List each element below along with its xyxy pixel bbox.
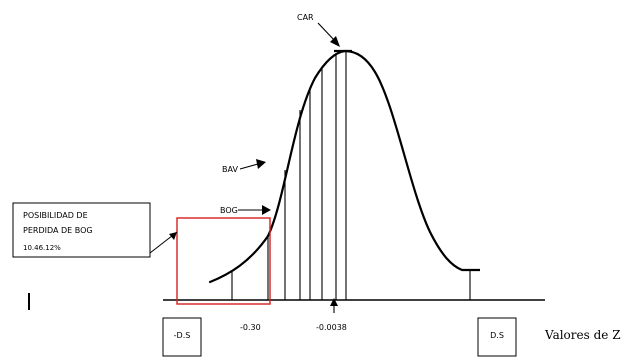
axis-title: Valores de Z — [544, 328, 621, 342]
minus-ds-box — [162, 317, 202, 357]
tick-label-minus-00038: -0.0038 — [316, 323, 347, 332]
risk-note-line-1: POSIBILIDAD DE — [23, 211, 88, 220]
ds-box — [477, 317, 517, 357]
tick-label-minus-030: -0.30 — [240, 323, 261, 332]
car-arrow-head — [330, 36, 340, 47]
risk-note-line-3: 10.46.12% — [23, 244, 61, 252]
car-arrow-shaft — [317, 22, 337, 43]
ds-label: D.S — [490, 331, 504, 340]
bav-label: BAV — [222, 165, 238, 174]
bog-arrow-head — [262, 205, 271, 215]
arrow-head — [169, 232, 177, 240]
risk-region-box — [176, 217, 271, 305]
bog-label: BOG — [220, 206, 238, 215]
risk-note-box — [12, 202, 151, 258]
minus-ds-label: -D.S — [174, 331, 191, 340]
ordinate-lines — [231, 51, 471, 300]
bav-arrow-shaft — [239, 163, 259, 170]
car-label: CAR — [297, 13, 314, 22]
center-arrow-head — [330, 298, 338, 306]
bav-arrow-head — [256, 159, 266, 169]
risk-note-line-2: PERDIDA DE BOG — [23, 226, 93, 235]
